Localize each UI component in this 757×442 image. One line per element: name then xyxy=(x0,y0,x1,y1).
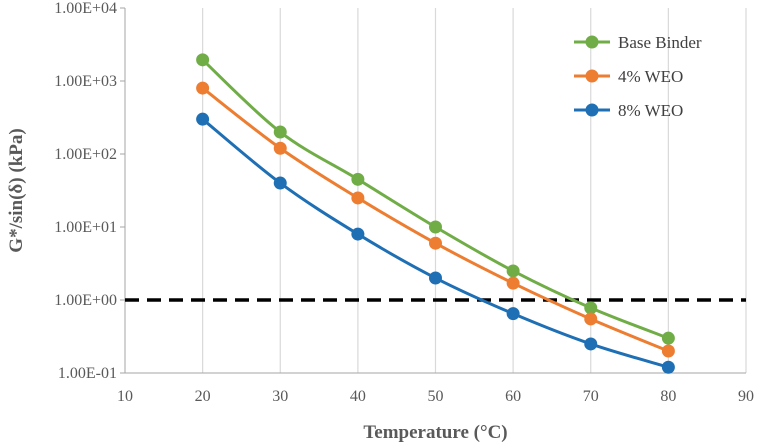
series-group xyxy=(196,53,675,374)
grid xyxy=(202,8,747,373)
data-point xyxy=(196,112,210,126)
data-point xyxy=(506,264,520,278)
legend-marker xyxy=(585,69,599,83)
x-tick-label: 70 xyxy=(583,388,599,405)
legend-marker xyxy=(585,103,599,117)
data-point xyxy=(273,176,287,190)
x-tick-label: 90 xyxy=(738,388,754,405)
y-tick-label: 1.00E-01 xyxy=(58,365,117,382)
y-tick-label: 1.00E+02 xyxy=(54,146,117,163)
data-point xyxy=(506,307,520,321)
y-tick-label: 1.00E+03 xyxy=(54,73,117,90)
data-point xyxy=(584,312,598,326)
x-tick-label: 10 xyxy=(117,388,133,405)
series-4-weo xyxy=(196,81,675,358)
y-tick-label: 1.00E+01 xyxy=(54,219,117,236)
x-tick-label: 60 xyxy=(505,388,521,405)
data-point xyxy=(661,331,675,345)
data-point xyxy=(351,227,365,241)
data-point xyxy=(196,53,210,67)
y-tick-label: 1.00E+00 xyxy=(54,292,117,309)
legend: Base Binder 4% WEO 8% WEO xyxy=(574,33,702,120)
data-point xyxy=(661,344,675,358)
y-tick-label: 1.00E+04 xyxy=(54,0,117,17)
series-base-binder xyxy=(196,53,675,345)
data-point xyxy=(584,337,598,351)
data-point xyxy=(429,236,442,250)
x-tick-label: 20 xyxy=(195,388,211,405)
legend-label: Base Binder xyxy=(618,33,702,52)
legend-label: 4% WEO xyxy=(618,67,683,86)
x-tick-label: 30 xyxy=(272,388,288,405)
data-point xyxy=(429,220,442,234)
data-point xyxy=(506,276,520,290)
x-tick-label: 50 xyxy=(428,388,444,405)
x-tick-label: 40 xyxy=(350,388,366,405)
data-point xyxy=(584,301,598,315)
data-point xyxy=(351,172,365,186)
data-point xyxy=(196,81,210,95)
legend-marker xyxy=(585,35,599,49)
axes: 1.00E-01 1.00E+00 1.00E+01 1.00E+02 1.00E+03… xyxy=(54,0,754,405)
y-axis-title: G*/sin(δ) (kPa) xyxy=(6,128,27,252)
x-axis-title: Temperature (°C) xyxy=(363,422,507,442)
data-point xyxy=(429,271,442,285)
data-point xyxy=(273,125,287,139)
series-8-weo xyxy=(196,112,675,374)
data-point xyxy=(661,360,675,374)
data-point xyxy=(273,141,287,155)
legend-label: 8% WEO xyxy=(618,101,683,120)
data-point xyxy=(351,191,365,205)
x-tick-label: 80 xyxy=(660,388,676,405)
